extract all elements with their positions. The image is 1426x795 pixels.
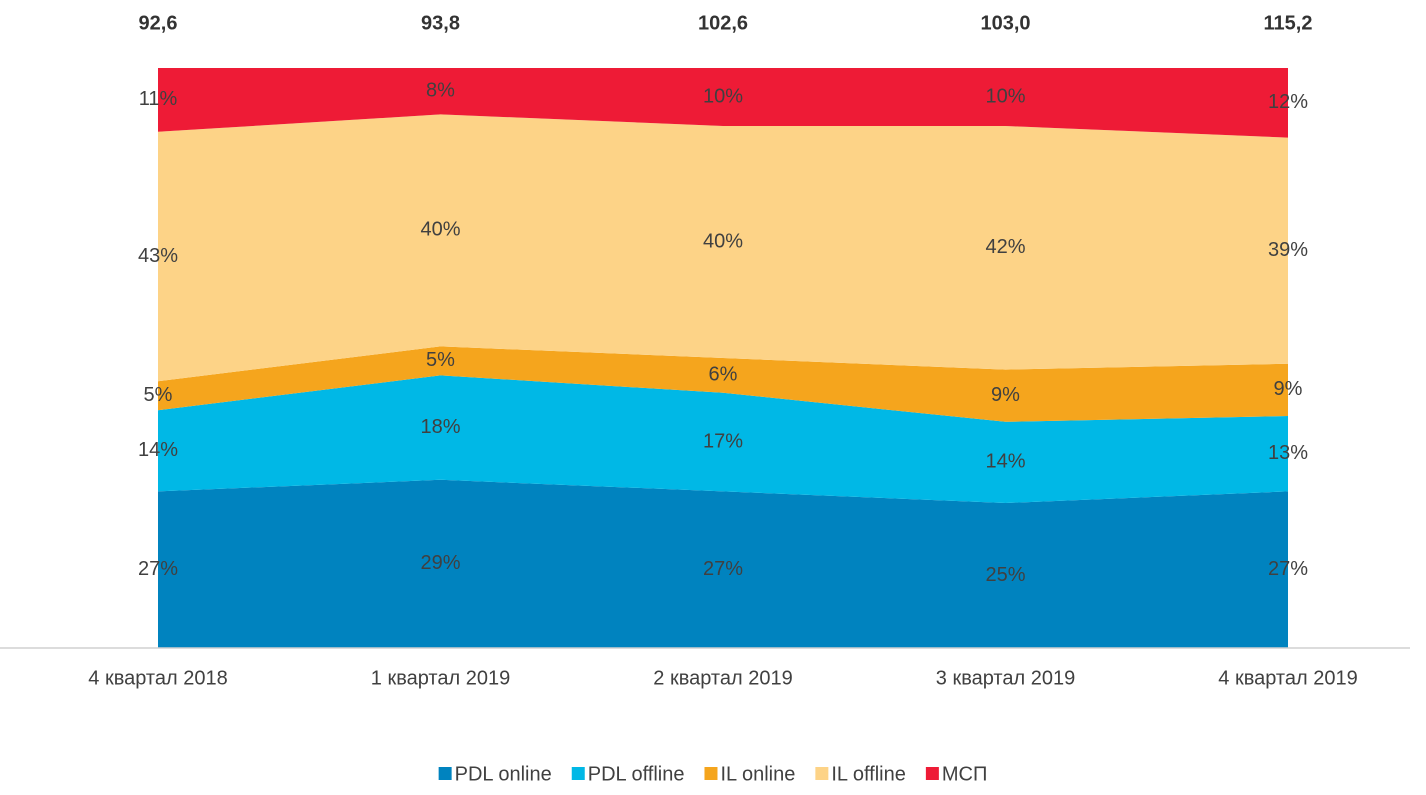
data-label: 14% (985, 451, 1025, 473)
x-tick-label: 4 квартал 2018 (88, 667, 227, 689)
area (158, 114, 1288, 382)
data-label: 25% (985, 564, 1025, 586)
data-label: 9% (991, 384, 1020, 406)
legend-swatch (704, 767, 718, 780)
total-label: 103,0 (980, 12, 1030, 34)
data-label: 43% (138, 245, 178, 267)
data-label: 27% (703, 558, 743, 580)
x-tick-label: 4 квартал 2019 (1218, 667, 1357, 689)
data-label: 14% (138, 439, 178, 461)
area (158, 68, 1288, 138)
data-label: 5% (426, 349, 455, 371)
data-label: 27% (138, 558, 178, 580)
legend-swatch (571, 767, 585, 780)
legend-swatch (815, 767, 829, 780)
legend: PDL online PDL offline IL online IL offline… (438, 763, 987, 785)
legend-label: МСП (942, 763, 987, 785)
data-label: 12% (1268, 91, 1308, 113)
total-label: 92,6 (139, 12, 178, 34)
legend-swatch (438, 767, 452, 780)
total-label: 115,2 (1264, 12, 1313, 34)
legend-label: IL online (720, 763, 795, 785)
area (158, 346, 1288, 422)
data-label: 9% (1274, 378, 1303, 400)
legend-label: PDL online (455, 763, 552, 785)
data-label: 39% (1268, 239, 1308, 261)
x-tick-label: 2 квартал 2019 (653, 667, 792, 689)
legend-swatch (925, 767, 939, 780)
data-label: 27% (1268, 558, 1308, 580)
data-label: 8% (426, 79, 455, 101)
x-tick-label: 3 квартал 2019 (936, 667, 1075, 689)
area (158, 479, 1288, 648)
data-label: 40% (703, 230, 743, 252)
data-label: 29% (420, 552, 460, 574)
data-label: 6% (709, 364, 738, 386)
legend-label: PDL offline (588, 763, 685, 785)
area (158, 375, 1288, 503)
data-label: 17% (703, 430, 743, 452)
total-label: 93,8 (421, 12, 460, 34)
data-label: 10% (985, 85, 1025, 107)
legend-label: IL offline (831, 763, 906, 785)
data-label: 40% (420, 219, 460, 241)
data-label: 5% (144, 384, 173, 406)
data-label: 18% (420, 416, 460, 438)
x-tick-label: 1 квартал 2019 (371, 667, 510, 689)
total-label: 102,6 (698, 12, 748, 34)
data-label: 42% (985, 236, 1025, 258)
data-label: 10% (703, 85, 743, 107)
data-label: 13% (1268, 442, 1308, 464)
data-label: 11% (139, 88, 178, 110)
